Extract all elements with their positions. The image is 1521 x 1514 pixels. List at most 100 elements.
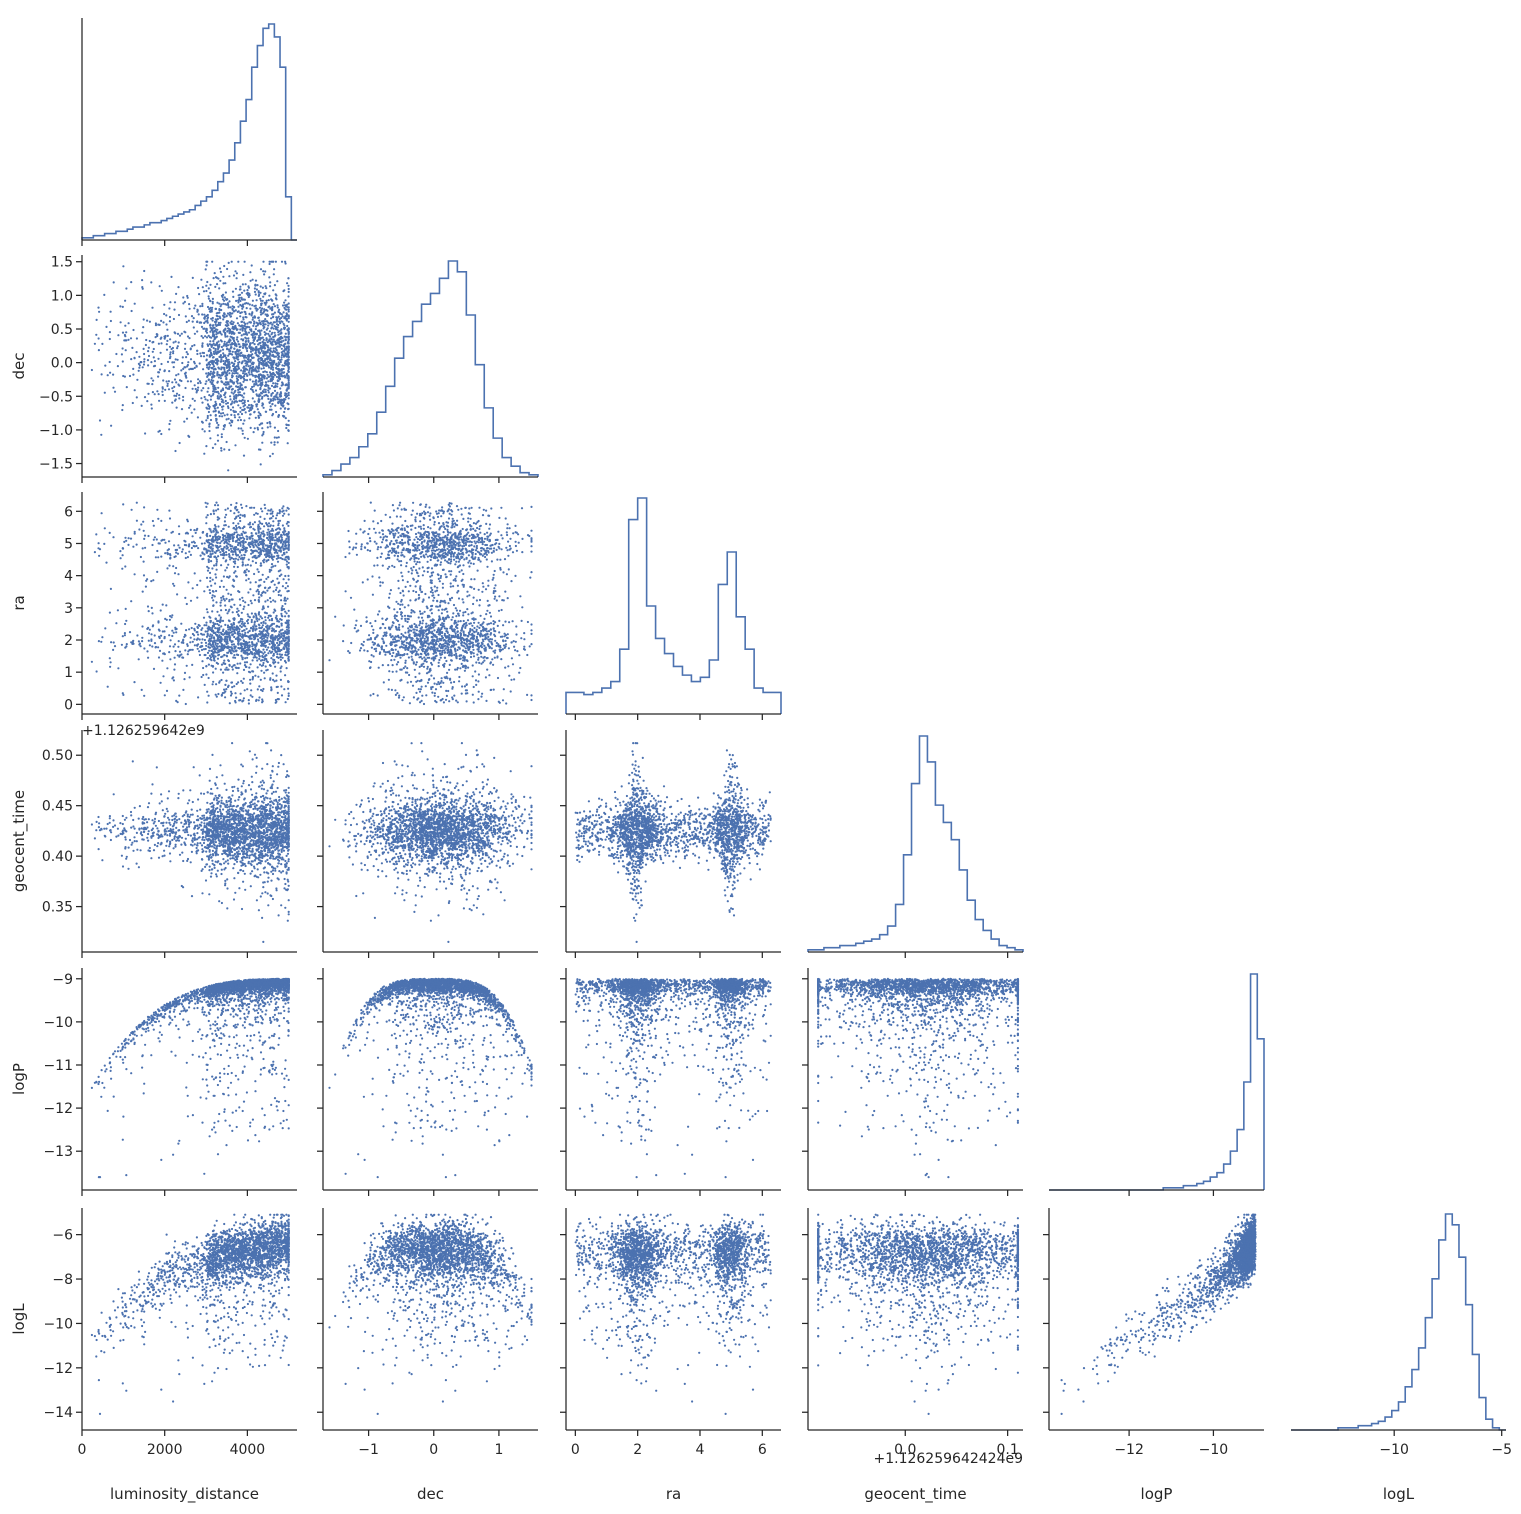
scatter-point <box>249 671 252 674</box>
scatter-point <box>141 366 144 369</box>
scatter-point <box>376 694 379 697</box>
scatter-point <box>234 350 237 354</box>
scatter-point <box>144 585 147 588</box>
scatter-point <box>261 701 264 704</box>
scatter-point <box>184 315 187 318</box>
scatter-point <box>254 374 257 378</box>
scatter-point <box>154 336 157 339</box>
scatter-point <box>287 631 290 635</box>
scatter-point <box>232 381 235 384</box>
scatter-point <box>252 656 255 659</box>
scatter-point <box>172 565 175 568</box>
scatter-point <box>219 349 222 352</box>
scatter-point <box>189 599 193 602</box>
scatter-point <box>287 310 290 313</box>
scatter-point <box>209 414 212 417</box>
scatter-point <box>189 347 192 350</box>
scatter-point <box>285 314 288 317</box>
scatter-point <box>133 681 136 684</box>
scatter-point <box>246 631 250 634</box>
scatter-point <box>287 555 290 558</box>
scatter-point <box>195 391 198 394</box>
scatter-point <box>221 533 224 537</box>
scatter-point <box>212 363 215 366</box>
scatter-point <box>220 632 223 636</box>
scatter-point <box>185 356 188 359</box>
scatter-point <box>196 308 199 311</box>
scatter-point <box>250 369 253 372</box>
scatter-point <box>238 699 241 702</box>
scatter-point <box>266 660 269 664</box>
scatter-point <box>124 349 127 352</box>
scatter-point <box>285 626 288 629</box>
scatter-point <box>214 323 217 326</box>
scatter-point <box>257 592 260 596</box>
scatter-point <box>285 308 288 311</box>
scatter-point <box>216 434 219 437</box>
scatter-point <box>244 340 248 343</box>
scatter-point <box>255 288 258 291</box>
scatter-point <box>284 398 287 401</box>
scatter-point <box>205 644 208 647</box>
scatter-point <box>265 394 268 397</box>
scatter-point <box>225 402 228 405</box>
scatter-point <box>157 357 160 360</box>
scatter-point <box>182 296 185 299</box>
scatter-point <box>264 333 267 336</box>
scatter-point <box>269 651 273 654</box>
scatter-point <box>219 551 222 554</box>
scatter-point <box>220 358 223 361</box>
scatter-point <box>287 277 290 280</box>
scatter-point <box>271 512 274 515</box>
scatter-point <box>252 330 256 333</box>
scatter-point <box>222 536 225 539</box>
scatter-point <box>208 615 211 618</box>
scatter-point <box>264 318 267 321</box>
scatter-point <box>172 366 175 369</box>
scatter-point <box>211 543 214 547</box>
scatter-point <box>176 593 179 596</box>
scatter-point <box>249 694 252 697</box>
scatter-point <box>258 657 261 661</box>
scatter-point <box>214 627 217 630</box>
scatter-point <box>224 668 227 671</box>
scatter-point <box>215 335 218 338</box>
scatter-point <box>404 617 407 621</box>
scatter-point <box>283 599 286 602</box>
scatter-point <box>168 517 172 520</box>
scatter-point <box>233 685 236 688</box>
scatter-point <box>222 275 225 278</box>
scatter-point <box>193 362 196 365</box>
scatter-point <box>263 635 266 638</box>
scatter-point <box>106 374 109 377</box>
scatter-point <box>252 615 255 618</box>
scatter-point <box>230 647 234 650</box>
scatter-point <box>212 410 215 413</box>
scatter-point <box>210 378 213 382</box>
scatter-point <box>255 532 258 535</box>
scatter-point <box>130 309 133 313</box>
scatter-point <box>164 388 167 391</box>
scatter-point <box>224 569 227 572</box>
scatter-point <box>282 311 285 314</box>
scatter-point <box>153 364 157 367</box>
scatter-point <box>152 667 156 671</box>
scatter-point <box>272 658 275 661</box>
scatter-point <box>283 529 286 532</box>
scatter-point <box>226 413 229 416</box>
scatter-point <box>211 594 214 597</box>
scatter-point <box>163 370 166 373</box>
scatter-point <box>216 283 219 286</box>
y-tick-label: 1 <box>64 665 73 681</box>
scatter-point <box>218 345 221 348</box>
scatter-point <box>277 554 280 557</box>
scatter-point <box>191 535 194 538</box>
scatter-point <box>223 299 226 302</box>
scatter-point <box>208 425 211 428</box>
scatter-point <box>183 347 187 350</box>
scatter-point <box>219 542 222 545</box>
scatter-point <box>180 653 183 656</box>
scatter-point <box>143 352 146 356</box>
scatter-point <box>228 540 231 543</box>
scatter-point <box>221 630 225 633</box>
